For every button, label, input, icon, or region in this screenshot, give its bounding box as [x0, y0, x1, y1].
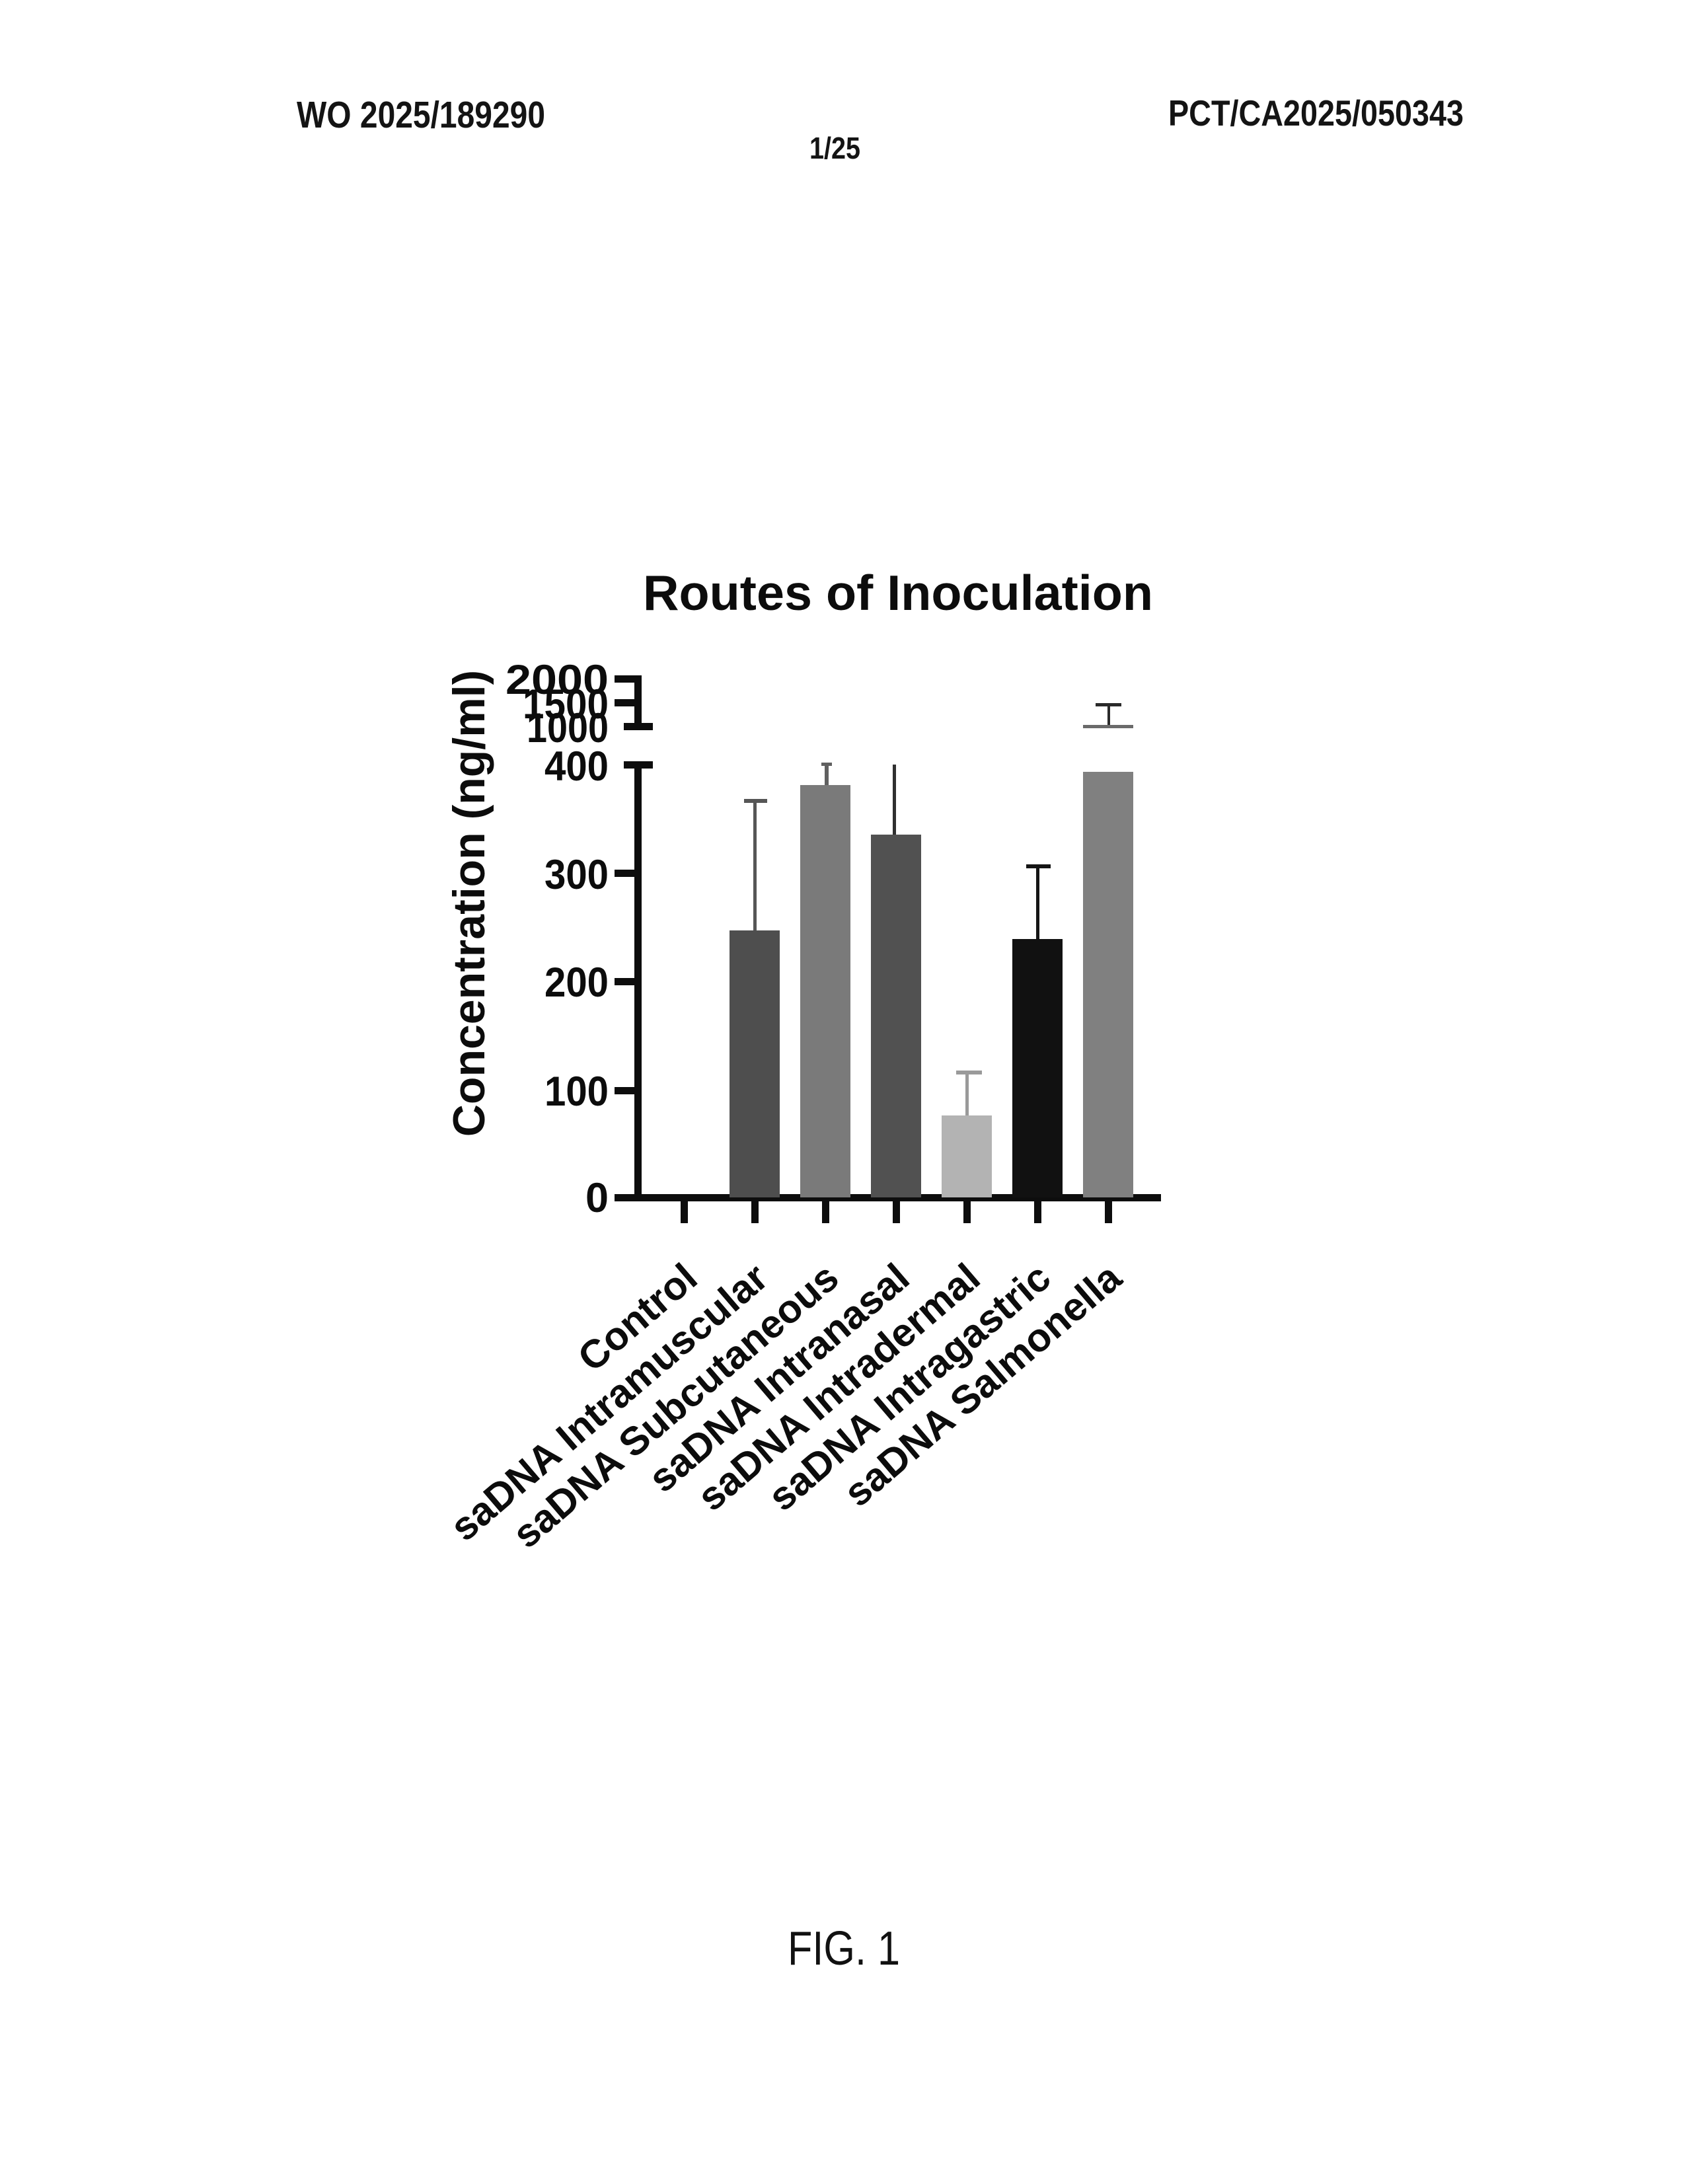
svg-text:PCT/CA2025/050343: PCT/CA2025/050343	[1168, 93, 1464, 133]
svg-text:Concentration (ng/ml): Concentration (ng/ml)	[444, 670, 494, 1137]
svg-text:100: 100	[544, 1069, 609, 1115]
svg-text:1/25: 1/25	[809, 131, 860, 165]
svg-text:WO 2025/189290: WO 2025/189290	[297, 94, 545, 136]
svg-text:300: 300	[544, 852, 609, 898]
svg-text:0: 0	[585, 1175, 609, 1221]
svg-text:1000: 1000	[527, 705, 609, 751]
svg-text:FIG. 1: FIG. 1	[788, 1922, 900, 1975]
svg-text:2000: 2000	[506, 657, 609, 703]
svg-text:400: 400	[544, 743, 609, 790]
svg-text:Routes of Inoculation: Routes of Inoculation	[643, 565, 1153, 621]
svg-text:200: 200	[544, 960, 609, 1006]
svg-text:1500: 1500	[523, 681, 609, 728]
